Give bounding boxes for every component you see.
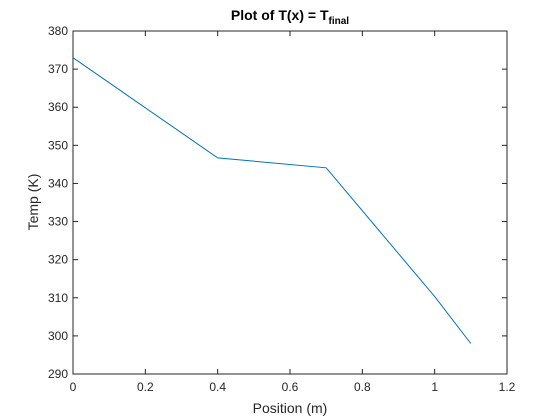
x-tick-label: 0.4 — [209, 380, 226, 394]
x-tick-label: 0.6 — [282, 380, 299, 394]
y-tick-label: 340 — [48, 176, 68, 190]
chart-title: Plot of T(x) = Tfinal — [231, 7, 349, 27]
x-axis-label: Position (m) — [253, 400, 328, 416]
x-axis: 0 0.2 0.4 0.6 0.8 1 1.2 — [70, 31, 516, 394]
y-tick-label: 370 — [48, 62, 68, 76]
y-axis: 290 300 310 320 330 340 350 360 370 380 — [48, 24, 507, 381]
y-tick-label: 380 — [48, 24, 68, 38]
x-tick-label: 1.2 — [499, 380, 516, 394]
x-tick-label: 0 — [70, 380, 77, 394]
plot-area — [72, 30, 508, 375]
chart-title-main: Plot of T(x) = T — [231, 7, 329, 23]
y-axis-label: Temp (K) — [25, 174, 41, 231]
y-tick-label: 360 — [48, 100, 68, 114]
y-tick-label: 350 — [48, 138, 68, 152]
y-tick-label: 300 — [48, 329, 68, 343]
x-tick-label: 0.2 — [137, 380, 154, 394]
x-tick-label: 1 — [431, 380, 438, 394]
series-layer — [72, 57, 472, 344]
series-line — [72, 57, 472, 344]
chart-title-subscript: final — [329, 16, 350, 27]
y-tick-label: 320 — [48, 253, 68, 267]
plot-frame — [72, 30, 508, 375]
y-tick-label: 330 — [48, 215, 68, 229]
y-tick-label: 290 — [48, 367, 68, 381]
y-tick-label: 310 — [48, 291, 68, 305]
x-tick-label: 0.8 — [354, 380, 371, 394]
